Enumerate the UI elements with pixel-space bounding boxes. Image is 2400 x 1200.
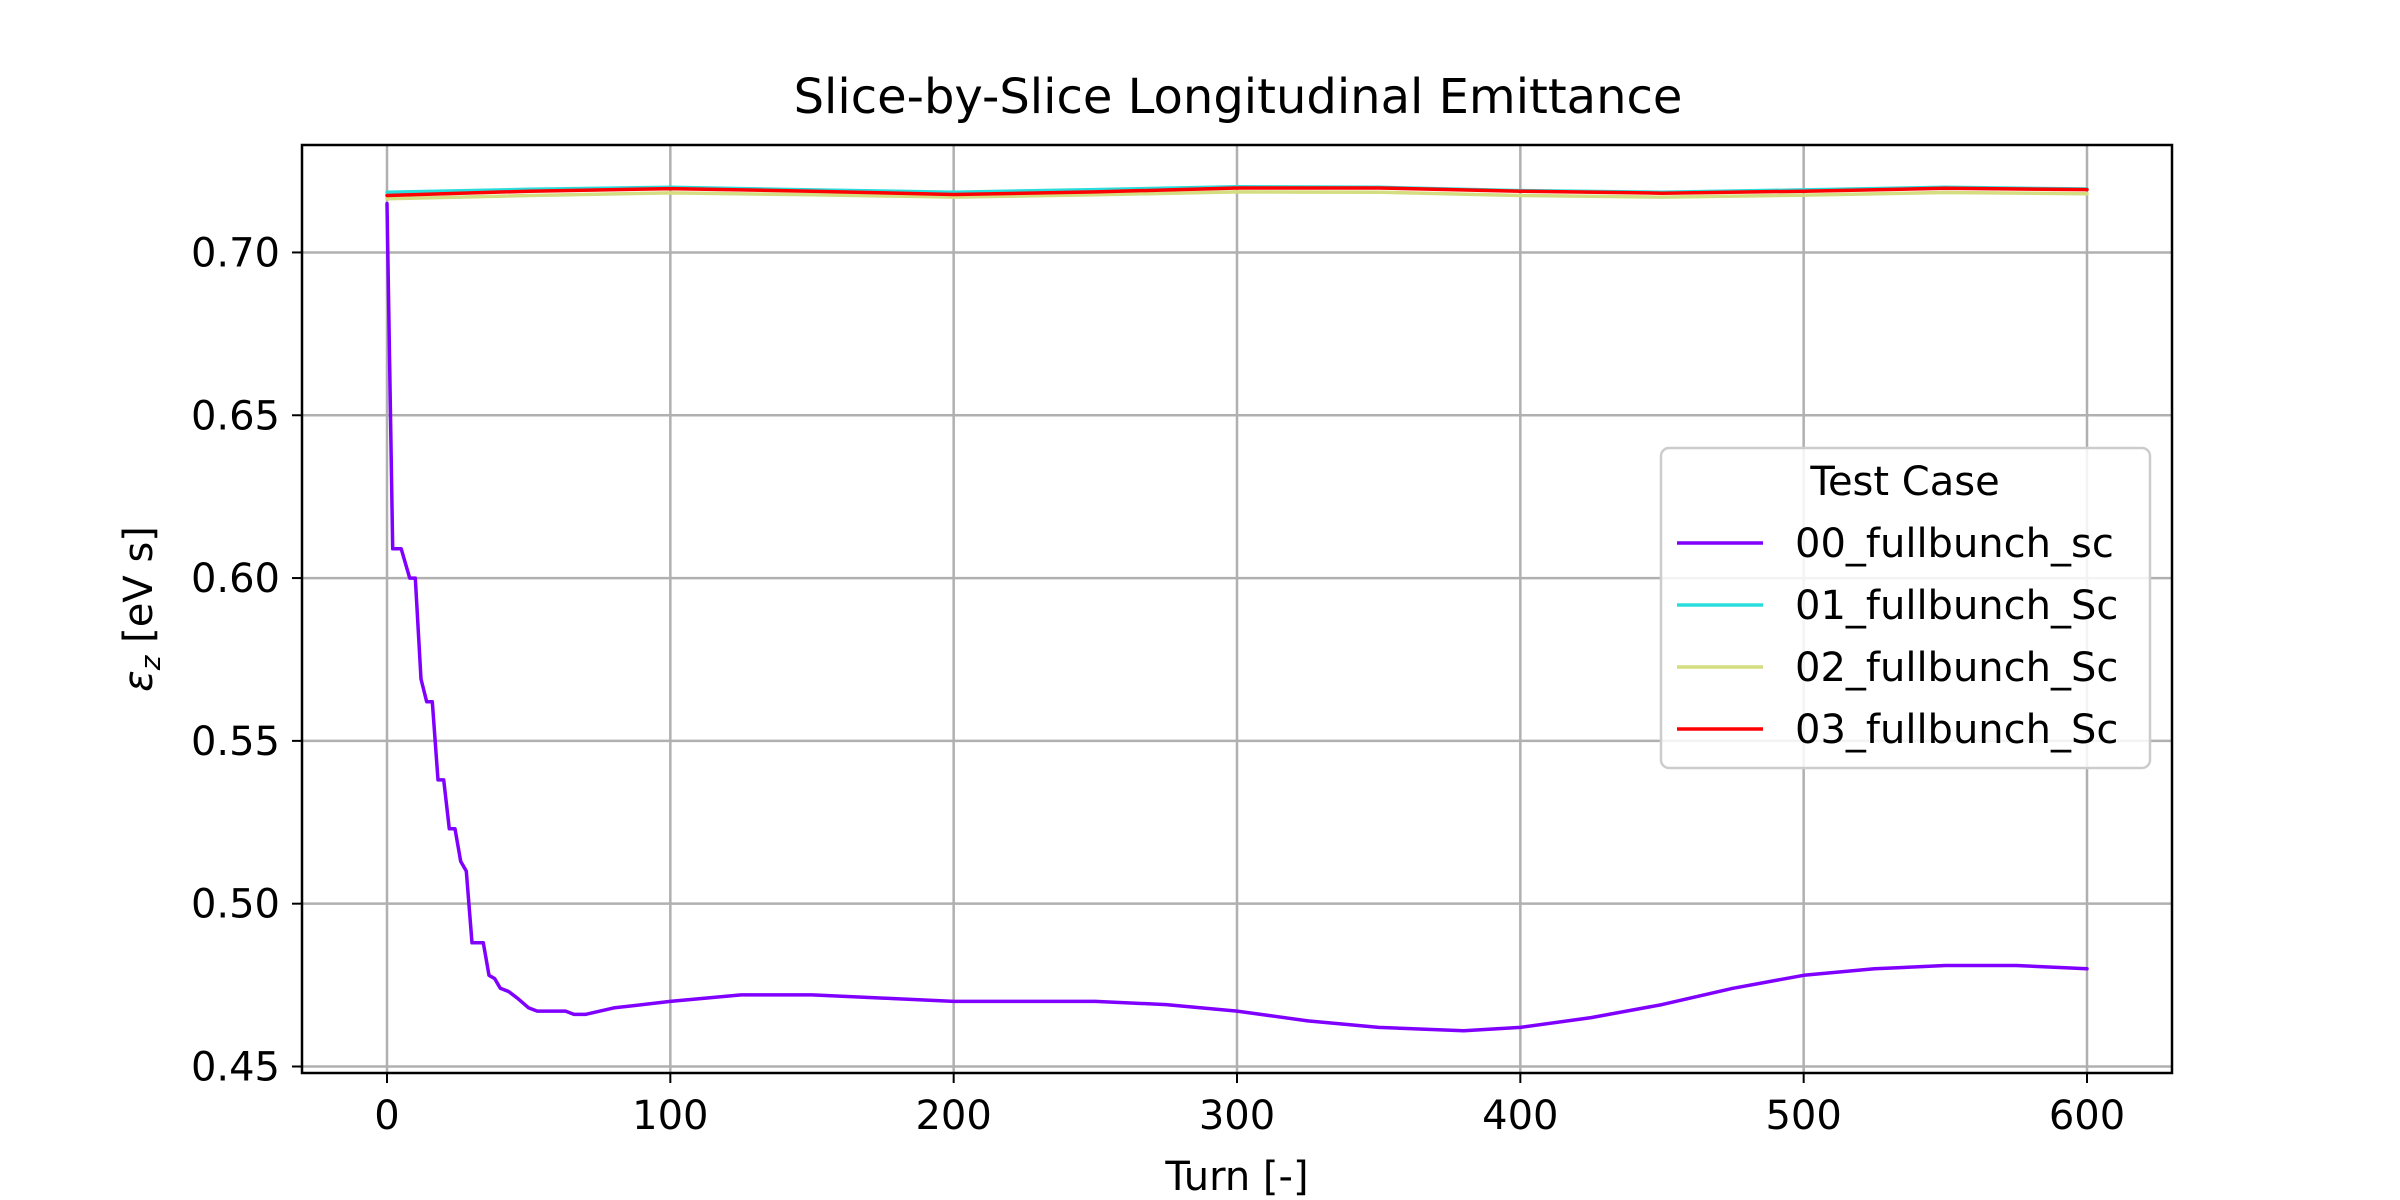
legend-label: 01_fullbunch_Sc: [1795, 583, 2118, 629]
legend-label: 02_fullbunch_Sc: [1795, 645, 2118, 691]
x-tick-label: 500: [1765, 1093, 1841, 1139]
x-axis: 0 100 200 300 400 500 600: [374, 1073, 2125, 1139]
legend-title: Test Case: [1809, 459, 1999, 505]
legend: Test Case 00_fullbunch_sc 01_fullbunch_Sc…: [1659, 446, 2152, 770]
x-tick-label: 400: [1482, 1093, 1558, 1139]
y-tick-label: 0.70: [191, 230, 280, 276]
y-axis-label-unit: [eV s]: [116, 526, 162, 655]
legend-label: 03_fullbunch_Sc: [1795, 707, 2118, 753]
legend-box: [1659, 446, 2152, 770]
y-axis-label: εz [eV s]: [116, 526, 167, 692]
y-tick-label: 0.55: [191, 719, 280, 765]
legend-entries: 00_fullbunch_sc 01_fullbunch_Sc 02_fullbun…: [1677, 521, 2118, 753]
series-line-00_fullbunch_sc: [385, 201, 2089, 1033]
y-axis: 0.45 0.50 0.55 0.60 0.65 0.70: [191, 230, 302, 1090]
x-tick-label: 100: [632, 1093, 708, 1139]
y-tick-label: 0.65: [191, 393, 280, 439]
series-line-02_fullbunch_Sc: [385, 190, 2089, 201]
series-layer: [385, 184, 2089, 1033]
y-tick-label: 0.45: [191, 1044, 280, 1090]
y-axis-label-symbol: ε: [116, 670, 162, 692]
x-tick-label: 200: [915, 1093, 991, 1139]
y-axis-label-subscript: z: [134, 654, 167, 671]
y-tick-label: 0.50: [191, 882, 280, 928]
y-tick-label: 0.60: [191, 556, 280, 602]
x-axis-label: Turn [-]: [1164, 1154, 1308, 1200]
legend-label: 00_fullbunch_sc: [1795, 521, 2114, 567]
x-tick-label: 0: [374, 1093, 399, 1139]
x-tick-label: 300: [1199, 1093, 1275, 1139]
x-tick-label: 600: [2049, 1093, 2125, 1139]
series-line-03_fullbunch_Sc: [385, 186, 2089, 198]
chart-title: Slice-by-Slice Longitudinal Emittance: [794, 69, 1683, 125]
